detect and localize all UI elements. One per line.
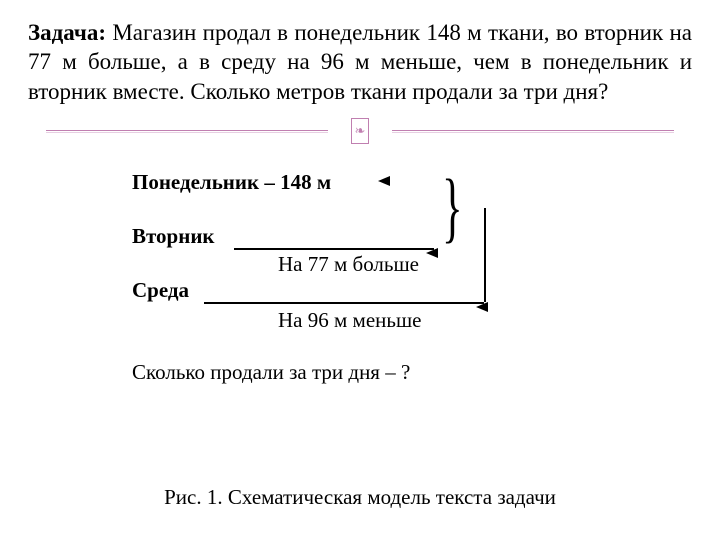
wednesday-row: Среда <box>132 278 189 303</box>
divider-line-right-shadow <box>392 132 674 133</box>
arrowhead-icon <box>378 174 396 188</box>
arrowhead-icon <box>426 241 442 266</box>
figure-caption: Рис. 1. Схематическая модель текста зада… <box>0 485 720 510</box>
monday-row: Понедельник – 148 м <box>132 170 331 195</box>
scheme-diagram: Понедельник – 148 м Вторник На 77 м боль… <box>132 164 592 374</box>
problem-text: Задача: Магазин продал в понедельник 148… <box>28 18 692 106</box>
divider-line-left <box>46 130 328 131</box>
tuesday-note: На 77 м больше <box>278 252 419 277</box>
wednesday-line <box>204 302 484 304</box>
scheme-question: Сколько продали за три дня – ? <box>132 360 410 385</box>
divider-ornament: ❧ <box>351 118 369 144</box>
divider-line-left-shadow <box>46 132 328 133</box>
wednesday-note: На 96 м меньше <box>278 308 421 333</box>
divider-line-right <box>392 130 674 131</box>
curly-brace-icon: } <box>442 168 463 246</box>
page: Задача: Магазин продал в понедельник 148… <box>0 0 720 540</box>
problem-label: Задача: <box>28 20 106 45</box>
problem-body: Магазин продал в понедельник 148 м ткани… <box>28 20 692 104</box>
tuesday-line <box>234 248 434 250</box>
section-divider: ❧ <box>46 118 674 146</box>
connector-line <box>484 208 486 302</box>
tuesday-row: Вторник <box>132 224 215 249</box>
